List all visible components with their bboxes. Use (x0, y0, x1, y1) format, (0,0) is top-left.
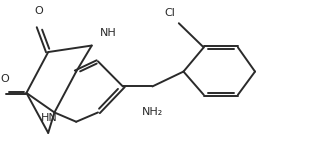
Text: NH₂: NH₂ (142, 107, 163, 117)
Text: NH: NH (100, 28, 116, 38)
Text: Cl: Cl (164, 8, 175, 18)
Text: HN: HN (40, 113, 57, 123)
Text: O: O (0, 74, 9, 84)
Text: O: O (35, 6, 43, 16)
